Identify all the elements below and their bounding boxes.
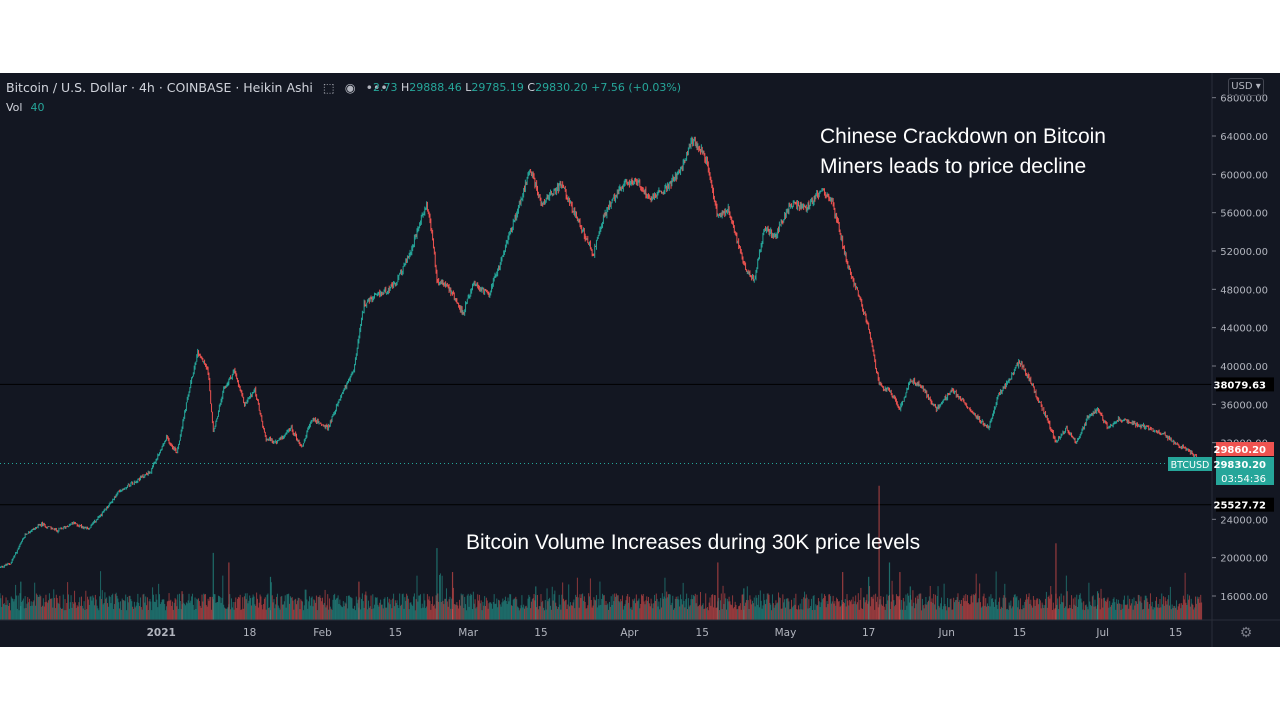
price-tag-label-1: 29860.20 <box>1213 445 1266 456</box>
price-tick-label-10: 24000.00 <box>1220 515 1268 526</box>
time-tick-label-10: Jun <box>938 627 955 639</box>
chart-style-label[interactable]: Heikin Ashi <box>243 80 313 95</box>
low-value: 29785.19 <box>471 81 524 94</box>
exchange-label: COINBASE <box>166 80 232 95</box>
price-tick-label-12: 16000.00 <box>1220 592 1268 603</box>
time-tick-label-12: Jul <box>1095 627 1109 639</box>
time-tick-label-4: Mar <box>458 627 478 639</box>
price-tag-label-2: 29830.20 <box>1213 460 1266 471</box>
interval-label[interactable]: 4h <box>138 80 155 95</box>
price-axis-bg <box>1212 73 1280 647</box>
price-tick-label-2: 60000.00 <box>1220 170 1268 181</box>
price-tag-bg-3 <box>1216 497 1274 512</box>
time-tick-label-1: 18 <box>243 627 256 639</box>
volume-value: 40 <box>30 101 45 114</box>
eye-icon[interactable]: ⬚ <box>322 80 335 95</box>
symbol-header[interactable]: Bitcoin / U.S. Dollar · 4h · COINBASE · … <box>6 80 388 95</box>
symbol-tag-bg <box>1168 457 1212 471</box>
high-label: H <box>401 81 410 94</box>
price-tick-label-8: 36000.00 <box>1220 400 1268 411</box>
price-tick-label-11: 20000.00 <box>1220 554 1268 565</box>
price-tag-label-0: 38079.63 <box>1213 380 1266 391</box>
time-tick-label-6: Apr <box>620 627 639 639</box>
price-tag-bg-0 <box>1216 377 1274 392</box>
annotation-crackdown: Chinese Crackdown on Bitcoin Miners lead… <box>820 125 1106 178</box>
low-label: L <box>465 81 472 94</box>
chart-panel[interactable]: 68000.00 64000.00 60000.00 56000.00 52000.00… <box>0 73 1280 647</box>
price-tick-label-1: 64000.00 <box>1220 132 1268 143</box>
more-options-icon[interactable]: ••• <box>365 80 388 95</box>
time-tick-label-3: 15 <box>389 627 402 639</box>
volume-legend[interactable]: Vol 40 <box>6 101 44 114</box>
visibility-icon[interactable]: ◉ <box>344 80 356 95</box>
symbol-tag-label: BTCUSD <box>1171 460 1210 471</box>
price-tag-bg-1 <box>1216 442 1274 456</box>
annotation-volume: Bitcoin Volume Increases during 30K pric… <box>466 531 921 554</box>
change-value: +7.56 (+0.03%) <box>591 81 682 94</box>
price-chart[interactable]: 68000.00 64000.00 60000.00 56000.00 52000.00… <box>0 73 1280 647</box>
price-tag-bg-2 <box>1216 457 1274 485</box>
time-tick-label-9: 17 <box>862 627 875 639</box>
price-tick-label-5: 48000.00 <box>1220 285 1268 296</box>
price-tick-label-7: 40000.00 <box>1220 362 1268 373</box>
price-tick-label-0: 68000.00 <box>1220 94 1268 105</box>
currency-selector[interactable]: USD ▾ <box>1228 78 1264 96</box>
high-value: 29888.46 <box>409 81 462 94</box>
open-value: 2.73 <box>373 81 398 94</box>
price-tag-label-3: 25527.72 <box>1213 501 1266 512</box>
time-tick-label-8: May <box>775 627 797 639</box>
time-tick-label-7: 15 <box>696 627 709 639</box>
price-tick-label-3: 56000.00 <box>1220 209 1268 220</box>
time-tick-label-13: 15 <box>1169 627 1182 639</box>
time-tick-label-5: 15 <box>534 627 547 639</box>
price-tick-label-4: 52000.00 <box>1220 247 1268 258</box>
close-label: C <box>527 81 536 94</box>
time-tick-label-11: 15 <box>1013 627 1026 639</box>
currency-label: USD <box>1231 81 1253 92</box>
time-tick-label-0: 2021 <box>147 627 176 639</box>
volume-label: Vol <box>6 101 23 114</box>
gear-icon[interactable]: ⚙ <box>1240 625 1253 641</box>
close-value: 29830.20 <box>535 81 588 94</box>
symbol-name[interactable]: Bitcoin / U.S. Dollar <box>6 80 128 95</box>
ohlc-readout: 2.73 H29888.46 L29785.19 C29830.20 +7.56… <box>373 81 681 94</box>
price-tag-countdown: 03:54:36 <box>1221 474 1266 485</box>
price-tick-label-6: 44000.00 <box>1220 324 1268 335</box>
time-tick-label-2: Feb <box>313 627 332 639</box>
